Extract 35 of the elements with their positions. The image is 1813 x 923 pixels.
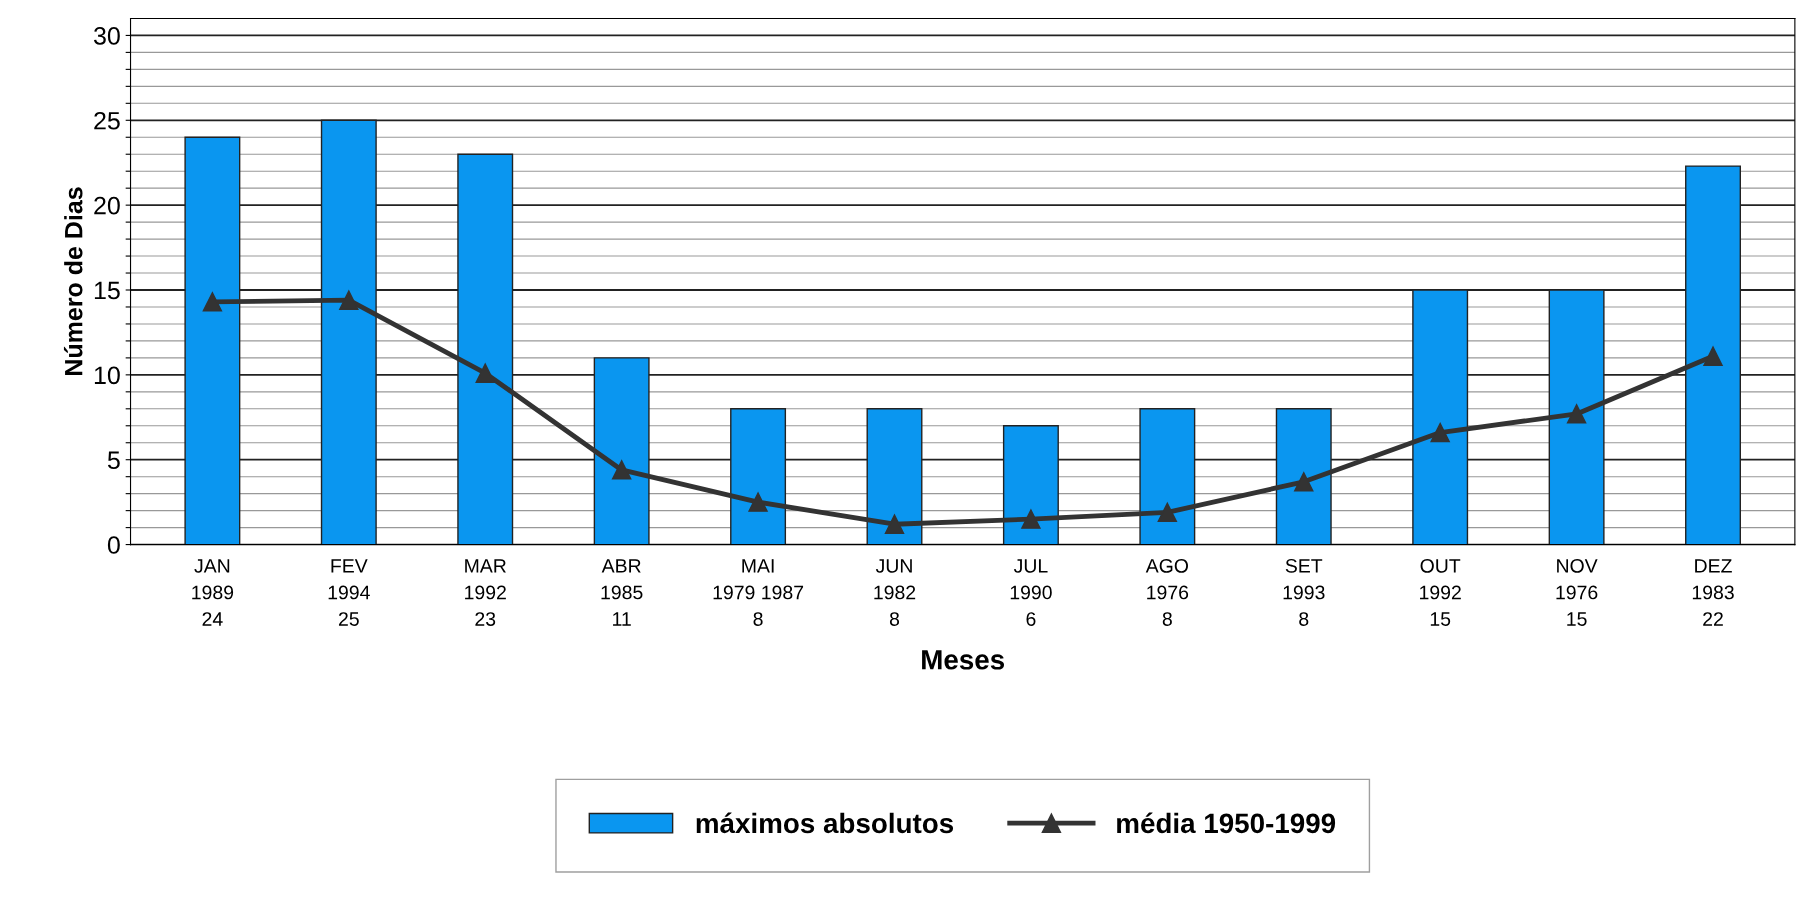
point xyxy=(475,363,495,383)
y-tick-label: 20 xyxy=(94,196,120,215)
x-tick-label: FEV 1994 25 xyxy=(328,559,370,626)
legend-label: média 1950-1999 xyxy=(1117,812,1336,834)
x-tick-label: JUL 1990 6 xyxy=(1010,559,1052,626)
x-tick-label: OUT 1992 15 xyxy=(1420,558,1461,626)
point xyxy=(1703,346,1723,366)
y-tick-label: 30 xyxy=(93,27,120,45)
y-tick-label: 0 xyxy=(107,536,120,554)
x-tick-label: SET 1993 8 xyxy=(1283,558,1325,626)
point xyxy=(202,292,223,312)
point xyxy=(884,514,905,534)
x-tick-label: DEZ 1983 22 xyxy=(1692,559,1734,626)
point xyxy=(1157,502,1178,523)
x-tick-label: NOV 1976 15 xyxy=(1556,558,1598,626)
point xyxy=(748,492,768,512)
legend-label: máximos absolutos xyxy=(696,812,954,834)
point xyxy=(1021,509,1041,529)
point xyxy=(1294,472,1314,492)
x-tick-label: ABR 1985 11 xyxy=(601,559,643,626)
y-tick-label: 5 xyxy=(107,451,120,470)
x-tick-label: AGO 1976 8 xyxy=(1145,558,1189,626)
y-tick-label: 10 xyxy=(94,366,120,385)
point xyxy=(1566,404,1587,424)
y-tick-label: 15 xyxy=(94,281,120,300)
x-tick-label: MAI 1979 1987 8 xyxy=(713,559,804,626)
x-axis-title: Meses xyxy=(922,650,1005,670)
x-tick-label: JAN 1989 24 xyxy=(192,559,234,626)
y-axis-title: Número de Dias xyxy=(63,187,83,376)
point xyxy=(1430,422,1450,443)
point xyxy=(339,290,359,310)
x-tick-label: MAR 1992 23 xyxy=(465,559,506,626)
x-tick-label: JUN 1982 8 xyxy=(874,559,916,626)
y-tick-label: 25 xyxy=(94,111,120,130)
point xyxy=(611,460,632,480)
